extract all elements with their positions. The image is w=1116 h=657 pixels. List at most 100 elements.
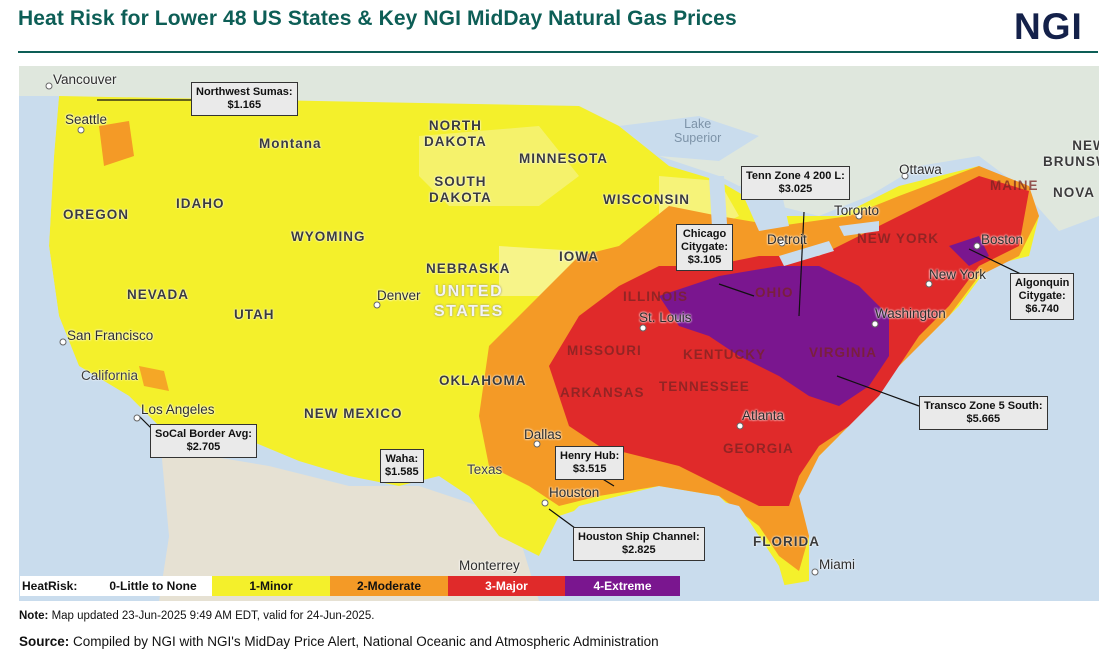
map-base	[19, 66, 1099, 601]
page-title: Heat Risk for Lower 48 US States & Key N…	[18, 7, 737, 30]
callout-name: Henry Hub:	[560, 450, 620, 462]
state-montana: Montana	[259, 136, 322, 151]
callout-price: $3.105	[687, 254, 722, 266]
footer-source: Source: Compiled by NGI with NGI's MidDa…	[19, 634, 659, 649]
marker-ottawa	[901, 172, 909, 180]
marker-vancouver	[45, 82, 53, 90]
callout-price: $3.025	[778, 183, 813, 195]
marker-st-louis	[639, 324, 647, 332]
state-new-york: NEW YORK	[857, 231, 940, 246]
state-california: California	[81, 368, 139, 383]
callout-name: Chicago	[682, 228, 727, 240]
state-oklahoma: OKLAHOMA	[439, 373, 527, 388]
lake-superior	[619, 116, 759, 161]
marker-new-york	[925, 280, 933, 288]
city-vancouver: Vancouver	[53, 72, 117, 87]
lake-superior-label: Lake Superior	[674, 117, 722, 145]
state-oregon: OREGON	[63, 207, 130, 222]
note-label: Note:	[19, 610, 49, 622]
callout-houston-ship-channel: Houston Ship Channel: $2.825	[573, 527, 705, 561]
callout-name: Citygate:	[1018, 290, 1066, 302]
city-toronto: Toronto	[834, 203, 880, 218]
legend-item-moderate: 2-Moderate	[330, 576, 448, 596]
state-iowa: IOWA	[559, 249, 599, 264]
callout-name: Algonquin	[1015, 277, 1070, 289]
callout-name: Tenn Zone 4 200 L:	[746, 170, 845, 182]
legend-item-major: 3-Major	[448, 576, 565, 596]
state-virginia: VIRGINIA	[809, 345, 878, 360]
ngi-logo: NGI	[1014, 6, 1083, 47]
state-minnesota: MINNESOTA	[519, 151, 608, 166]
state-arkansas: ARKANSAS	[560, 385, 645, 400]
city-dallas: Dallas	[524, 427, 562, 442]
legend-title: HeatRisk:	[20, 576, 94, 596]
callout-name: Houston Ship Channel:	[578, 531, 700, 543]
marker-detroit	[778, 239, 786, 247]
marker-dallas	[533, 440, 541, 448]
city-new-york: New York	[929, 267, 987, 282]
callout-price: $1.165	[227, 99, 262, 111]
leader-transco	[836, 375, 920, 407]
moderate-zone-ca	[139, 366, 169, 391]
state-georgia: GEORGIA	[723, 441, 794, 456]
heatrisk-legend: HeatRisk: 0-Little to None 1-Minor 2-Mod…	[20, 576, 680, 596]
marker-los-angeles	[133, 414, 141, 422]
state-nebraska: NEBRASKA	[426, 261, 511, 276]
callout-price: $2.825	[621, 544, 656, 556]
city-los-angeles: Los Angeles	[141, 402, 215, 417]
callout-waha: Waha: $1.585	[380, 449, 424, 483]
state-south-dakota: SOUTH DAKOTA	[429, 174, 492, 205]
legend-item-little: 0-Little to None	[94, 576, 212, 596]
state-missouri: MISSOURI	[567, 343, 642, 358]
province-nova-scotia: NOVA	[1053, 185, 1096, 200]
source-text: Compiled by NGI with NGI's MidDay Price …	[69, 634, 659, 649]
state-idaho: IDAHO	[176, 196, 225, 211]
state-wyoming: WYOMING	[291, 229, 366, 244]
city-boston: Boston	[981, 232, 1024, 247]
title-divider	[18, 51, 1098, 53]
state-maine: MAINE	[990, 178, 1039, 193]
city-houston: Houston	[549, 485, 600, 500]
extreme-zone	[659, 266, 889, 406]
callout-price: $5.665	[966, 413, 1001, 425]
callout-chicago-citygate: Chicago Citygate: $3.105	[676, 224, 734, 271]
callout-socal-border: SoCal Border Avg: $2.705	[150, 424, 257, 458]
city-miami: Miami	[819, 557, 855, 572]
callout-henry-hub: Henry Hub: $3.515	[555, 446, 625, 480]
marker-atlanta	[736, 422, 744, 430]
callout-price: $3.515	[572, 463, 607, 475]
state-wisconsin: WISCONSIN	[603, 192, 691, 207]
state-kentucky: KENTUCKY	[683, 347, 767, 362]
little-zone-nd	[419, 126, 579, 206]
city-st-louis: St. Louis	[639, 310, 692, 325]
city-washington: Washington	[875, 306, 946, 321]
marker-houston	[541, 499, 549, 507]
city-denver: Denver	[377, 288, 421, 303]
marker-san-francisco	[59, 338, 67, 346]
city-san-francisco: San Francisco	[67, 328, 154, 343]
city-markers	[45, 82, 981, 576]
lake-ontario	[839, 221, 879, 236]
callout-transco-zone-5: Transco Zone 5 South: $5.665	[919, 396, 1048, 430]
state-utah: UTAH	[234, 307, 275, 322]
footer-note: Note: Map updated 23-Jun-2025 9:49 AM ED…	[19, 610, 374, 622]
state-florida: FLORIDA	[753, 534, 820, 549]
callout-name: Citygate:	[681, 241, 729, 253]
callout-name: Transco Zone 5 South:	[924, 400, 1043, 412]
lake-erie	[779, 241, 834, 266]
city-ottawa: Ottawa	[899, 162, 942, 177]
city-monterrey: Monterrey	[459, 558, 520, 573]
callout-name: Northwest Sumas:	[196, 86, 293, 98]
marker-denver	[373, 301, 381, 309]
state-nevada: NEVADA	[127, 287, 190, 302]
callout-price: $2.705	[186, 441, 221, 453]
state-ohio: OHIO	[755, 285, 794, 300]
marker-miami	[811, 568, 819, 576]
state-north-dakota: NORTH DAKOTA	[424, 118, 487, 149]
state-new-mexico: NEW MEXICO	[304, 406, 403, 421]
city-seattle: Seattle	[65, 112, 108, 127]
marker-toronto	[855, 212, 863, 220]
province-new-brunswick: NEW BRUNSWICK	[1043, 138, 1099, 169]
country-label-united-states: UNITED STATES	[434, 283, 504, 320]
callout-tenn-zone-4: Tenn Zone 4 200 L: $3.025	[741, 166, 850, 200]
